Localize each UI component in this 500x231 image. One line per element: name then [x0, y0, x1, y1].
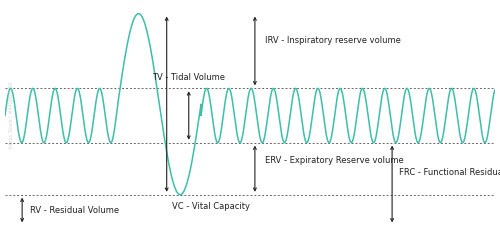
- Text: Adobe Stock | #440867106: Adobe Stock | #440867106: [8, 82, 14, 149]
- Text: VC - Vital Capacity: VC - Vital Capacity: [172, 202, 250, 210]
- Text: RV - Residual Volume: RV - Residual Volume: [30, 206, 118, 215]
- Text: FRC - Functional Residual Capacity: FRC - Functional Residual Capacity: [400, 168, 500, 176]
- Text: IRV - Inspiratory reserve volume: IRV - Inspiratory reserve volume: [264, 36, 400, 45]
- Text: ERV - Expiratory Reserve volume: ERV - Expiratory Reserve volume: [264, 156, 404, 165]
- Text: TV - Tidal Volume: TV - Tidal Volume: [152, 73, 225, 82]
